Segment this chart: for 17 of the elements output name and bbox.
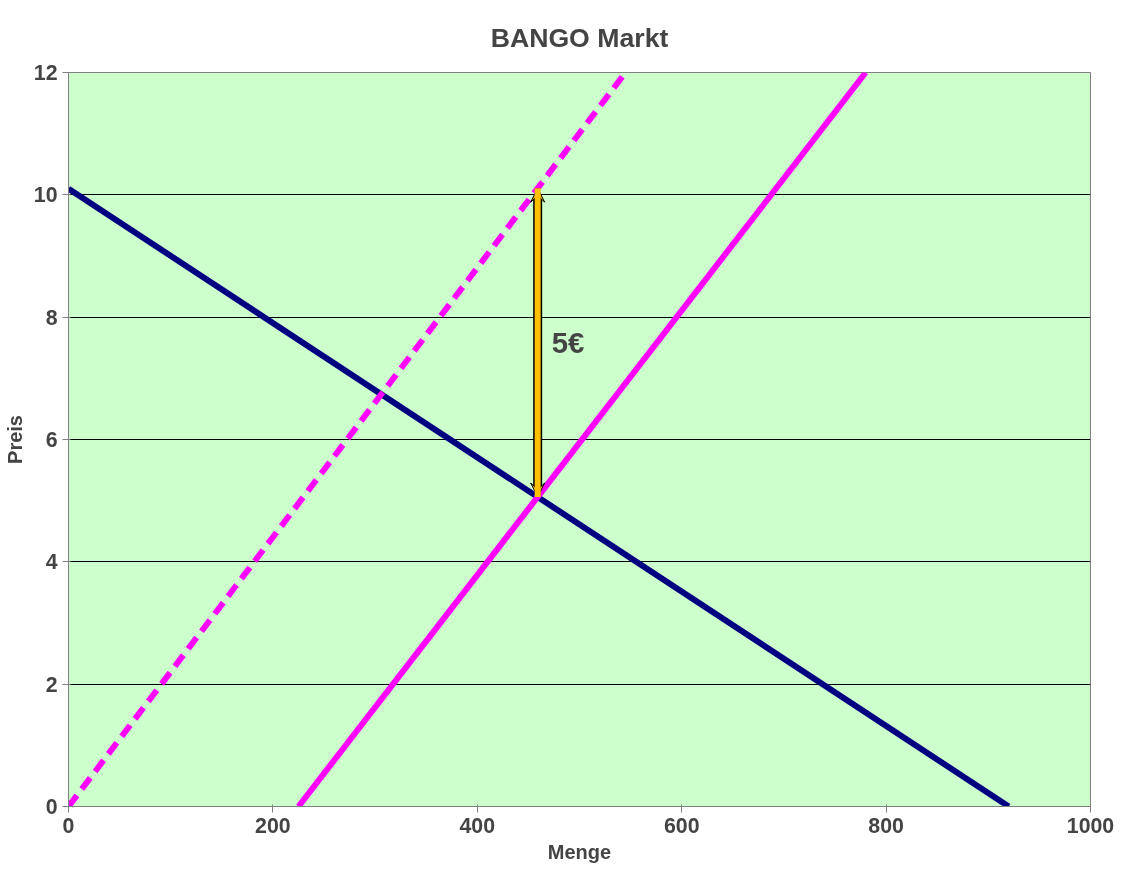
x-tick-label: 600 [663,813,700,838]
y-axis-title: Preis [3,415,26,464]
y-tick-label: 8 [45,305,58,330]
y-tick-label: 6 [45,428,58,452]
y-tick-label: 2 [45,672,58,697]
y-tick-label: 0 [45,795,58,819]
y-tick-label: 12 [33,61,58,85]
x-tick-label: 200 [255,813,291,838]
x-axis-title: Menge [547,840,612,863]
y-tick-label: 10 [33,183,58,208]
x-tick-label: 400 [459,813,496,838]
x-tick-label: 800 [868,813,904,838]
annotation: 5€ [551,326,585,360]
x-tick-label: 1000 [1066,813,1115,838]
y-tick-label: 4 [45,550,58,575]
x-tick-label: 0 [62,813,75,838]
chart-title: BANGO Markt [490,22,669,53]
